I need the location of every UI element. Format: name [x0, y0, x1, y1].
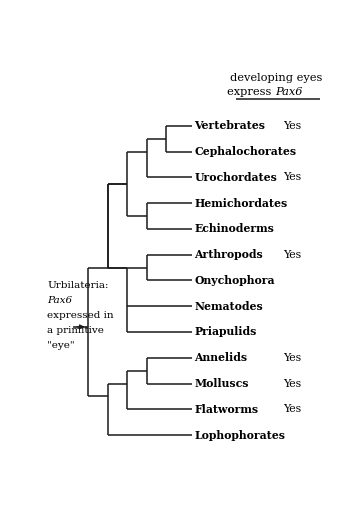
Text: Pax6: Pax6 — [47, 296, 72, 305]
Text: expressed in: expressed in — [47, 311, 114, 320]
Text: Urochordates: Urochordates — [194, 172, 277, 183]
Text: developing eyes: developing eyes — [230, 73, 323, 83]
Text: Molluscs: Molluscs — [194, 378, 249, 389]
Text: a primitive: a primitive — [47, 326, 104, 335]
Text: Vertebrates: Vertebrates — [194, 120, 265, 132]
Text: Priapulids: Priapulids — [194, 327, 257, 337]
Text: Yes: Yes — [284, 378, 302, 389]
Text: Yes: Yes — [284, 250, 302, 260]
Text: express: express — [227, 88, 275, 97]
Text: Annelids: Annelids — [194, 352, 247, 364]
Text: Urbilateria:: Urbilateria: — [47, 281, 109, 290]
Text: Pax6: Pax6 — [275, 88, 303, 97]
Text: Arthropods: Arthropods — [194, 249, 263, 260]
Text: Nematodes: Nematodes — [194, 301, 263, 312]
Text: Lophophorates: Lophophorates — [194, 430, 285, 440]
Text: Yes: Yes — [284, 121, 302, 131]
Text: Yes: Yes — [284, 353, 302, 363]
Text: Cephalochorates: Cephalochorates — [194, 146, 296, 157]
Text: "eye": "eye" — [47, 341, 75, 350]
Text: Hemichordates: Hemichordates — [194, 198, 288, 209]
Text: Flatworms: Flatworms — [194, 404, 258, 415]
Text: Yes: Yes — [284, 173, 302, 182]
Text: Onychophora: Onychophora — [194, 275, 275, 286]
Text: Yes: Yes — [284, 404, 302, 414]
Text: Echinoderms: Echinoderms — [194, 223, 274, 234]
